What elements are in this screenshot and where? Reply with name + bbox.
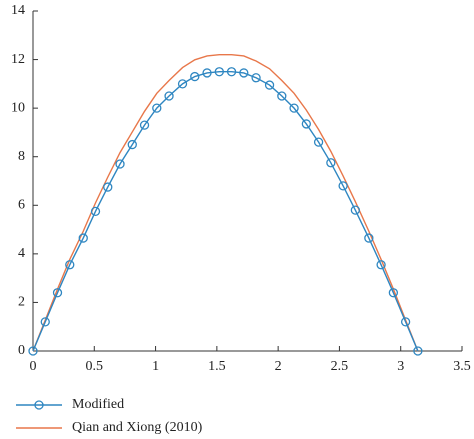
marker xyxy=(90,206,101,217)
y-tick-label: 2 xyxy=(18,295,25,310)
marker xyxy=(239,68,249,78)
marker xyxy=(65,260,75,270)
marker xyxy=(251,73,261,83)
marker xyxy=(164,91,174,101)
x-tick-label: 1.5 xyxy=(208,359,226,374)
marker xyxy=(190,71,200,82)
marker xyxy=(413,346,423,356)
marker xyxy=(28,346,38,356)
marker xyxy=(177,79,188,89)
marker xyxy=(202,68,212,78)
y-tick-label: 4 xyxy=(18,246,25,261)
legend-label: Modified xyxy=(72,397,124,412)
marker xyxy=(350,205,361,215)
marker xyxy=(388,288,399,298)
marker xyxy=(52,288,63,298)
x-tick-label: 0 xyxy=(30,359,37,374)
marker xyxy=(78,233,88,243)
series-line xyxy=(32,54,419,352)
y-tick-label: 10 xyxy=(11,100,25,115)
marker xyxy=(214,67,224,77)
x-tick-label: 2.5 xyxy=(331,359,349,374)
legend-label: Qian and Xiong (2010) xyxy=(72,420,203,435)
marker xyxy=(326,158,336,168)
x-tick-label: 3 xyxy=(397,359,404,374)
marker xyxy=(338,181,348,191)
y-tick-label: 0 xyxy=(18,343,25,358)
marker xyxy=(313,137,324,147)
marker xyxy=(301,119,311,129)
marker xyxy=(103,182,113,192)
marker xyxy=(364,233,374,243)
x-tick-label: 3.5 xyxy=(453,359,471,374)
marker xyxy=(226,67,237,77)
x-tick-label: 2 xyxy=(275,359,282,374)
marker xyxy=(115,159,125,169)
marker xyxy=(264,80,275,90)
y-tick-label: 14 xyxy=(11,3,25,18)
legend-marker xyxy=(34,400,44,410)
marker xyxy=(127,139,137,150)
marker xyxy=(40,317,50,327)
marker xyxy=(376,260,386,270)
marker xyxy=(139,120,150,130)
x-tick-label: 1 xyxy=(152,359,159,374)
marker xyxy=(277,91,287,101)
marker xyxy=(289,103,299,113)
y-tick-label: 8 xyxy=(18,149,25,164)
marker xyxy=(400,317,411,327)
x-tick-label: 0.5 xyxy=(86,359,104,374)
marker xyxy=(152,103,162,113)
y-tick-label: 12 xyxy=(11,52,25,67)
y-tick-label: 6 xyxy=(18,198,25,213)
